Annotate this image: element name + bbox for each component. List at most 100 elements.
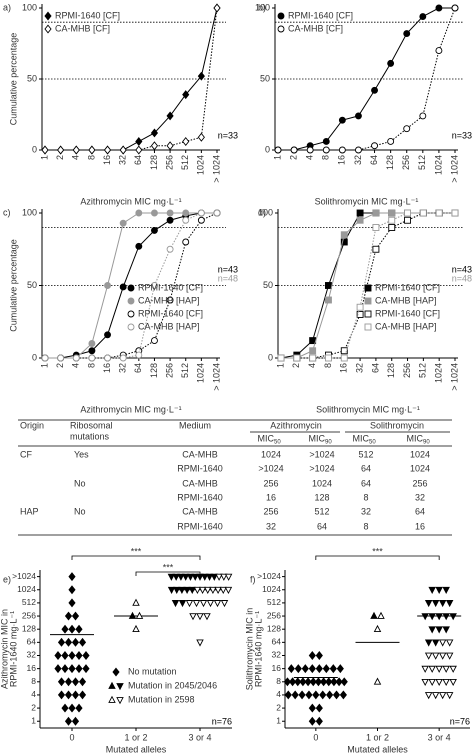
table-cell: 64 [361, 478, 371, 488]
legend-marker [364, 297, 372, 305]
x-tick-label: > 1024 [449, 155, 459, 183]
data-point [449, 678, 457, 687]
data-point [75, 703, 83, 713]
data-point [421, 678, 429, 687]
x-tick-label: 2 [288, 155, 298, 160]
x-tick-label: 128 [149, 363, 159, 378]
data-point [372, 224, 380, 231]
data-point [41, 145, 49, 155]
data-point [428, 586, 436, 595]
data-point [435, 47, 443, 55]
legend-marker [364, 323, 372, 331]
data-point [186, 573, 195, 581]
data-point [404, 209, 411, 217]
data-point [438, 600, 447, 608]
data-point [68, 572, 76, 582]
data-point [104, 282, 111, 289]
data-point [135, 209, 143, 217]
x-tick-label: 1 or 2 [366, 732, 389, 742]
x-axis-title: Azithromycin MIC mg·L⁻¹ [80, 404, 181, 414]
significance-label: *** [163, 562, 174, 572]
y-tick-label: 100 [255, 2, 270, 12]
data-point [64, 637, 73, 647]
data-point [314, 677, 322, 687]
x-tick-label: 8 [321, 155, 331, 160]
y-tick-label: 256 [22, 610, 36, 620]
data-point [119, 283, 127, 291]
data-point [68, 624, 76, 634]
x-tick-label: 32 [118, 363, 128, 373]
data-point [68, 651, 76, 660]
y-tick-label: 0 [32, 144, 37, 154]
data-point [330, 677, 338, 687]
y-tick-label: 0 [268, 352, 273, 362]
annotation: n=33 [452, 130, 472, 140]
panel-label: f) [250, 574, 256, 584]
data-point [294, 664, 302, 674]
y-tick-label: 1 [276, 715, 281, 725]
data-point [372, 209, 380, 217]
data-point [421, 613, 429, 621]
data-point [151, 226, 158, 234]
y-tick-label: 2 [276, 702, 281, 712]
data-point [431, 600, 440, 608]
data-point [388, 209, 396, 217]
table-cell: 32 [415, 492, 425, 502]
data-point [325, 677, 333, 687]
annotation: n=33 [218, 130, 238, 140]
legend-marker [127, 323, 135, 331]
data-point [435, 209, 443, 217]
table-cell: Yes [74, 449, 89, 459]
data-point [189, 613, 197, 621]
y-tick-label: 256 [267, 610, 281, 620]
x-tick-label: 512 [180, 155, 190, 170]
table-cell: 16 [415, 521, 425, 531]
y-tick-label: >1024 [12, 571, 36, 581]
table-cell: 32 [266, 521, 276, 531]
data-point [284, 690, 292, 700]
data-point [283, 677, 291, 687]
y-tick-label: 64 [27, 637, 37, 647]
data-point [64, 677, 73, 687]
data-point [185, 600, 194, 608]
data-point [151, 282, 158, 289]
data-point [438, 639, 447, 647]
data-point [322, 138, 330, 145]
data-point [325, 296, 332, 304]
data-point [150, 128, 159, 138]
data-point [166, 296, 174, 304]
x-tick-label: 1 [272, 155, 282, 160]
y-tick-label: 1024 [262, 584, 281, 594]
x-tick-label: 2 [291, 363, 301, 368]
table-header-sub: 50 [274, 440, 281, 446]
data-point [315, 716, 323, 726]
x-tick-label: 8 [86, 363, 96, 368]
data-point [308, 716, 316, 726]
data-point [431, 652, 440, 660]
legend-label: CA-MHB [CF] [288, 23, 343, 33]
data-point [336, 664, 344, 674]
data-point [388, 224, 396, 231]
data-point [435, 4, 443, 12]
annotation: n=76 [212, 716, 232, 726]
legend-marker [116, 697, 124, 705]
x-tick-label: 16 [337, 155, 347, 165]
panel-label: d) [258, 207, 266, 217]
data-point [166, 216, 174, 224]
data-point [68, 664, 76, 674]
data-point [119, 219, 127, 227]
table-cell: RPMI-1640 [177, 492, 223, 502]
data-point [71, 677, 80, 687]
table-cell: 512 [358, 449, 373, 459]
data-point [197, 71, 205, 81]
data-point [64, 716, 73, 726]
data-point [338, 116, 346, 124]
x-tick-label: 32 [353, 155, 363, 165]
table-cell: CA-MHB [182, 449, 218, 459]
table-cell: 128 [314, 492, 329, 502]
y-tick-label: 32 [272, 650, 282, 660]
x-tick-label: 512 [180, 363, 190, 378]
data-point [183, 586, 191, 595]
data-point [340, 677, 348, 687]
data-point [305, 690, 313, 700]
